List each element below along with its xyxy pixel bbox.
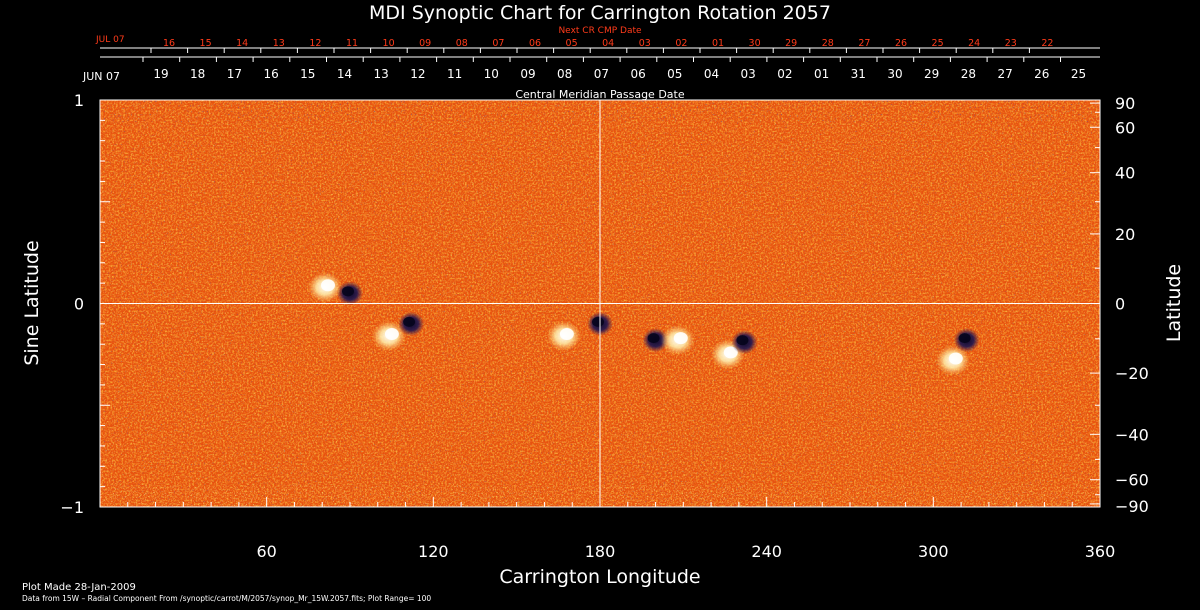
- next-date-label: 03: [639, 38, 651, 49]
- next-date-label: 22: [1041, 38, 1053, 49]
- x-tick-label: 240: [751, 542, 782, 561]
- next-date-label: 10: [383, 38, 395, 49]
- cmp-label: Central Meridian Passage Date: [515, 88, 684, 101]
- right-tick-label: 0: [1115, 295, 1125, 314]
- x-tick-label: 60: [256, 542, 276, 561]
- cmp-date-label: 27: [997, 67, 1012, 81]
- next-date-label: 02: [675, 38, 687, 49]
- next-cr-date-axis: JUL 07 16 15 14 13 12 11 10 09 08 07 06 05 04 03 02 01 30…: [95, 35, 1100, 53]
- cmp-date-label: 01: [814, 67, 829, 81]
- right-tick-label: −40: [1115, 425, 1149, 444]
- next-date-label: 26: [895, 38, 907, 49]
- next-date-label: 24: [968, 38, 980, 49]
- cmp-date-label: 04: [704, 67, 719, 81]
- next-date-label: 14: [236, 38, 248, 49]
- next-date-label: 30: [749, 38, 761, 49]
- cmp-date-label: 06: [630, 67, 645, 81]
- cmp-date-axis: JUN 07 19 18 17 16 15 14 13 12 11 10 09 08 07 06 05 04 03…: [82, 56, 1100, 83]
- positive-region-core: [673, 332, 688, 345]
- x-tick-label: 360: [1085, 542, 1116, 561]
- right-tick-label: −20: [1115, 364, 1149, 383]
- cmp-date-label: 16: [263, 67, 278, 81]
- next-date-label: 07: [492, 38, 504, 49]
- cmp-date-label: 09: [520, 67, 535, 81]
- next-cr-label: Next CR CMP Date: [558, 26, 642, 36]
- cmp-date-label: 12: [410, 67, 425, 81]
- cmp-date-label: 19: [153, 67, 168, 81]
- chart-title: MDI Synoptic Chart for Carrington Rotati…: [369, 2, 831, 24]
- cmp-date-label: 14: [337, 67, 352, 81]
- left-axis: 1 0 −1: [60, 91, 110, 517]
- cmp-date-label: 15: [300, 67, 315, 81]
- right-tick-label: 20: [1115, 225, 1135, 244]
- cmp-date-label: 17: [227, 67, 242, 81]
- footer-plot-made: Plot Made 28-Jan-2009: [22, 582, 136, 593]
- next-date-label: 15: [200, 38, 212, 49]
- active-regions: [308, 272, 980, 376]
- next-date-label: 28: [822, 38, 834, 49]
- next-date-label: 13: [273, 38, 285, 49]
- positive-region-core: [384, 328, 399, 341]
- cmp-date-label: 11: [447, 67, 462, 81]
- cmp-date-label: 10: [484, 67, 499, 81]
- right-tick-label: 90: [1115, 94, 1135, 113]
- cmp-date-label: 07: [594, 67, 609, 81]
- x-axis: 60 120 180 240 300 360: [99, 497, 1116, 561]
- next-date-label: 16: [163, 38, 175, 49]
- cmp-date-label: 18: [190, 67, 205, 81]
- x-tick-label: 120: [418, 542, 449, 561]
- y-axis-label-left: Sine Latitude: [21, 240, 43, 365]
- cmp-date-label: 30: [887, 67, 902, 81]
- cmp-date-label: 31: [851, 67, 866, 81]
- next-start-label: JUL 07: [95, 35, 125, 45]
- positive-region-core: [321, 279, 335, 292]
- next-date-label: 01: [712, 38, 724, 49]
- right-tick-label: 60: [1115, 118, 1135, 137]
- cmp-date-label: 25: [1071, 67, 1086, 81]
- positive-region-core: [948, 352, 963, 365]
- left-tick-label: 1: [74, 91, 84, 110]
- negative-region-core: [592, 316, 604, 327]
- left-tick-label: 0: [74, 295, 84, 314]
- next-date-label: 25: [932, 38, 944, 49]
- cmp-start-label: JUN 07: [82, 70, 120, 83]
- next-date-label: 08: [456, 38, 468, 49]
- cmp-date-label: 29: [924, 67, 939, 81]
- cmp-date-label: 13: [374, 67, 389, 81]
- negative-region-core: [736, 335, 749, 346]
- negative-region-core: [403, 316, 416, 327]
- cmp-date-label: 26: [1034, 67, 1049, 81]
- cmp-date-label: 05: [667, 67, 682, 81]
- negative-region-core: [647, 333, 660, 344]
- next-date-label: 05: [566, 38, 578, 49]
- right-tick-label: 40: [1115, 164, 1135, 183]
- footer-data-source: Data from 15W – Radial Component From /s…: [22, 594, 431, 603]
- negative-region-core: [342, 286, 354, 297]
- next-date-label: 29: [785, 38, 797, 49]
- cmp-date-label: 28: [961, 67, 976, 81]
- next-date-label: 06: [529, 38, 541, 49]
- y-axis-label-right: Latitude: [1163, 264, 1185, 342]
- next-date-label: 23: [1005, 38, 1017, 49]
- next-date-label: 04: [602, 38, 614, 49]
- right-axis: 90 60 40 20 0 −20 −40 −60 −90: [1090, 94, 1149, 516]
- x-tick-label: 180: [585, 542, 616, 561]
- positive-region-core: [559, 328, 574, 341]
- cmp-date-label: 02: [777, 67, 792, 81]
- cmp-date-label: 08: [557, 67, 572, 81]
- right-tick-label: −90: [1115, 497, 1149, 516]
- x-tick-label: 300: [918, 542, 949, 561]
- cmp-date-label: 03: [741, 67, 756, 81]
- right-tick-label: −60: [1115, 471, 1149, 490]
- next-date-label: 11: [346, 38, 358, 49]
- crosshairs: [100, 100, 1100, 507]
- next-date-label: 09: [419, 38, 431, 49]
- next-date-label: 12: [309, 38, 321, 49]
- left-tick-label: −1: [60, 498, 84, 517]
- next-date-label: 27: [858, 38, 870, 49]
- negative-region-core: [958, 333, 971, 344]
- x-axis-label: Carrington Longitude: [499, 566, 700, 588]
